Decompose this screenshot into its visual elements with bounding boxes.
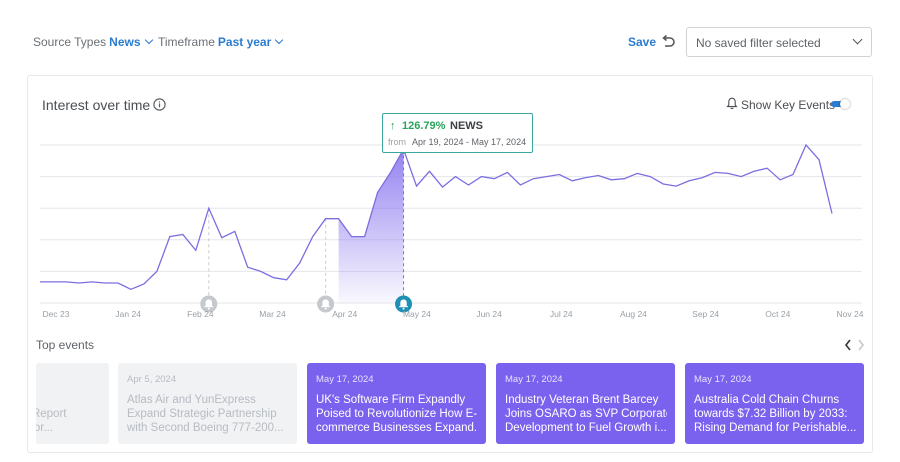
chevron-right-icon[interactable] [856,338,866,352]
x-tick-label: Oct 24 [765,309,790,319]
tooltip-change: 126.79% [402,120,446,132]
x-tick-label: Feb 24 [187,309,214,319]
bell-clapper [402,307,405,310]
filter-bar: Source Types News Timeframe Past year Save… [0,0,900,84]
x-tick-label: Jun 24 [476,309,502,319]
x-axis-ticks: Dec 23 Jan 24 Feb 24 Mar 24 Apr 24 May 24 Jun … [43,309,864,319]
x-tick-label: Aug 24 [620,309,647,319]
bell-marker-icon[interactable] [317,295,335,313]
tooltip-from-label: from [388,137,406,147]
bell-marker-icon[interactable] [395,295,413,313]
source-types-filter[interactable]: Source Types News [33,35,153,49]
save-button[interactable]: Save [628,35,657,49]
chart-title: Interest over time [42,97,151,113]
bell-shape [322,299,329,306]
x-tick-label: Nov 24 [837,309,864,319]
bell-icon [726,97,738,110]
event-date: May 17, 2024 [505,374,563,385]
arrow-up-icon: ↑ [390,120,396,132]
x-tick-label: May 24 [403,309,431,319]
saved-filter-select[interactable]: No saved filter selected [686,27,872,57]
event-card[interactable]: Apr 5, 2024 Atlas Air and YunExpress Exp… [118,363,297,444]
info-icon[interactable] [153,98,166,111]
bell-clapper [324,307,327,310]
x-tick-label: Mar 24 [259,309,286,319]
event-lines [208,149,405,303]
event-date: May 17, 2024 [316,374,374,385]
undo-icon[interactable] [660,33,676,49]
event-card[interactable]: May 17, 2024 UK's Software Firm Expandly… [307,363,486,444]
event-title: ress alysis Report iques for... [36,408,67,434]
gridlines [40,144,862,304]
timeframe-filter[interactable]: Timeframe Past year [158,35,284,49]
x-tick-label: Sep 24 [692,309,719,319]
x-tick-label: Jan 24 [115,309,141,319]
key-events-toggle[interactable] [831,99,851,109]
event-title: Australia Cold Chain Churns towards $7.3… [694,394,856,434]
timeframe-value: Past year [217,35,272,49]
bell-base [204,306,214,308]
event-date: Apr 5, 2024 [127,374,177,385]
bell-clapper [207,307,210,310]
bell-base [321,306,330,308]
highlight-area [338,149,404,303]
x-tick-label: Apr 24 [332,309,357,319]
source-types-label: Source Types [33,35,107,49]
interest-card [27,75,873,453]
chart-tooltip: ↑ 126.79% NEWS from Apr 19, 2024 - May 1… [382,113,533,153]
bell-base [399,306,408,308]
toggle-knob [840,99,850,109]
top-events-heading: Top events [36,338,95,352]
chevron-left-icon[interactable] [843,338,853,352]
event-card[interactable]: May 17, 2024 Industry Veteran Brent Barc… [496,363,675,444]
source-types-value: News [109,35,141,49]
event-title: Atlas Air and YunExpress Expand Strategi… [127,394,284,434]
series-line [40,143,833,291]
timeframe-label: Timeframe [158,35,215,49]
x-tick-label: Jul 24 [550,309,573,319]
saved-filter-value: No saved filter selected [696,36,821,50]
tooltip-source: NEWS [450,120,483,132]
event-date: May 17, 2024 [694,374,752,385]
key-events-label: Show Key Events [741,98,836,112]
event-title: Industry Veteran Brent Barcey Joins OSAR… [505,394,667,434]
bell-marker-icon[interactable] [200,295,218,313]
tooltip-range: Apr 19, 2024 - May 17, 2024 [412,137,527,147]
bell-shape [205,299,212,306]
x-tick-label: Dec 23 [43,309,70,319]
event-card[interactable]: ress alysis Report iques for... [36,363,109,444]
event-card[interactable]: May 17, 2024 Australia Cold Chain Churns… [685,363,864,444]
event-title: UK's Software Firm Expandly Poised to Re… [316,394,478,434]
bell-shape [400,299,407,306]
